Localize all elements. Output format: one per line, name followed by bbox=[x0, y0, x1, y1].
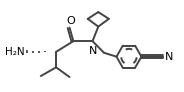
Text: N: N bbox=[164, 52, 173, 62]
Text: O: O bbox=[66, 16, 75, 26]
Text: N: N bbox=[89, 46, 98, 56]
Text: H₂N: H₂N bbox=[5, 47, 24, 57]
